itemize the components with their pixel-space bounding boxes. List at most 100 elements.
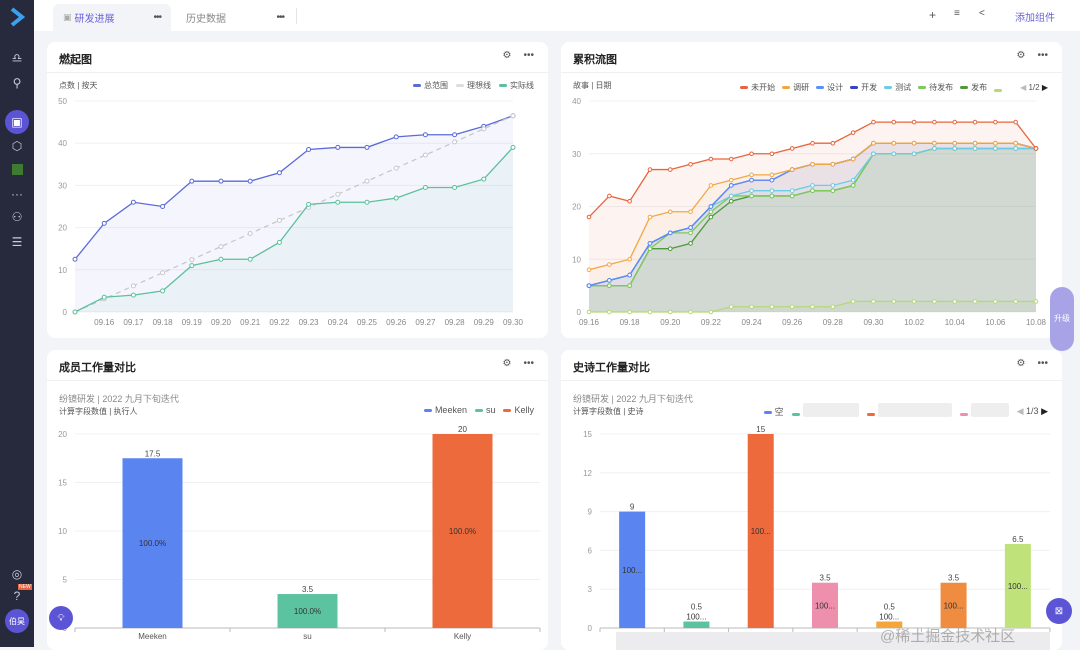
data-point — [932, 299, 937, 304]
data-point — [422, 152, 428, 158]
data-point — [452, 139, 458, 145]
data-point — [586, 309, 592, 315]
logo-icon[interactable] — [5, 6, 29, 28]
legend-item[interactable]: 空 — [763, 405, 784, 418]
settings-icon[interactable]: ⚙ — [1016, 50, 1026, 61]
more-icon[interactable]: ••• — [1037, 50, 1048, 61]
y-tick-label: 15 — [58, 479, 67, 488]
upgrade-button[interactable]: 升级 — [1050, 287, 1074, 351]
dashboard-icon[interactable]: ▣ — [5, 110, 29, 134]
data-point — [688, 209, 693, 215]
legend-item[interactable]: Kelly — [503, 405, 534, 415]
user-icon[interactable]: ◎ — [11, 567, 23, 581]
legend-item[interactable]: 待发布 — [918, 82, 953, 93]
data-point — [160, 270, 166, 276]
legend-item[interactable] — [994, 79, 1013, 95]
team-icon[interactable]: ⚇ — [11, 210, 23, 224]
add-component-button[interactable]: 添加组件 — [1015, 13, 1055, 24]
tab-more-icon[interactable]: ••• — [276, 12, 284, 23]
divider — [47, 380, 548, 381]
bell-icon[interactable]: ♎︎ — [11, 51, 23, 65]
x-tick-label: 09.29 — [474, 318, 495, 327]
legend-item[interactable]: 调研 — [782, 82, 809, 93]
bar-3 — [812, 582, 838, 628]
avatar[interactable]: 伯昊 — [5, 609, 29, 633]
data-point — [218, 244, 224, 250]
layers-icon[interactable]: ☰ — [11, 235, 23, 249]
tab-more-icon[interactable]: ••• — [153, 12, 161, 23]
legend-item[interactable]: 未开始 — [740, 82, 775, 93]
data-point — [364, 178, 370, 184]
legend-item[interactable]: 总范围 — [413, 80, 448, 91]
legend-swatch — [413, 84, 421, 88]
legend-item[interactable]: su — [474, 405, 495, 415]
more-icon[interactable]: ··· — [11, 187, 23, 201]
data-point — [393, 165, 399, 171]
legend-pager[interactable]: ◀ 1/2 ▶ — [1020, 82, 1048, 92]
share-icon[interactable]: < — [979, 8, 985, 19]
data-point — [101, 220, 107, 226]
legend-swatch — [816, 85, 825, 89]
legend-label: 未开始 — [751, 82, 776, 92]
legend-item[interactable] — [959, 403, 1009, 419]
settings-icon[interactable]: ⚙ — [502, 50, 512, 61]
cube-icon[interactable]: ⬡ — [11, 139, 23, 153]
data-point — [769, 172, 775, 178]
member-workload-card: 0510152017.5100.0%Meeken3.5100.0%su20100… — [47, 350, 548, 650]
collapse-button[interactable]: ⊠ — [1046, 598, 1072, 624]
legend-item[interactable]: 发布 — [960, 82, 987, 93]
data-point — [130, 283, 136, 289]
lightbulb-icon[interactable]: 💡︎ — [49, 606, 73, 630]
y-tick-label: 10 — [572, 255, 581, 264]
search-icon[interactable]: ⚲ — [12, 76, 22, 90]
data-point — [306, 201, 312, 207]
legend-item[interactable]: 实际线 — [499, 80, 534, 91]
tab-dev-progress[interactable]: ▣ 研发进展 ••• — [53, 4, 171, 31]
settings-icon[interactable]: ⚙ — [1016, 358, 1026, 369]
data-point — [607, 193, 612, 199]
help-icon[interactable]: ? — [13, 589, 21, 603]
data-point — [769, 193, 775, 199]
legend-swatch — [782, 85, 791, 89]
legend-label: 待发布 — [929, 82, 954, 92]
legend-item[interactable]: 测试 — [884, 82, 911, 93]
tab-history[interactable]: 历史数据 ••• — [176, 4, 294, 31]
legend-pager[interactable]: ◀ 1/3 ▶ — [1016, 405, 1048, 416]
more-icon[interactable]: ••• — [1037, 358, 1048, 369]
x-tick-label: 09.20 — [211, 318, 232, 327]
bar-value-label: 17.5 — [145, 449, 161, 458]
x-tick-label: 09.28 — [823, 318, 844, 327]
legend-item[interactable]: Meeken — [423, 405, 467, 415]
bar-1 — [683, 621, 710, 628]
data-point — [1013, 119, 1018, 125]
add-icon[interactable]: + — [929, 8, 937, 22]
data-point — [850, 156, 856, 162]
x-tick-label: 10.02 — [904, 318, 925, 327]
legend-swatch — [918, 85, 927, 89]
legend-item[interactable] — [791, 403, 859, 419]
y-tick-label: 0 — [588, 624, 593, 633]
epic-workload-card: 0 3 6 9 12 15 9 100... 0.5 100... 15 100... 3.5 100..… — [561, 350, 1062, 650]
app-icon[interactable] — [5, 157, 29, 181]
legend-swatch — [740, 85, 749, 89]
filter-icon[interactable]: ≡ — [954, 8, 960, 19]
legend-item[interactable]: 设计 — [816, 82, 843, 93]
settings-icon[interactable]: ⚙ — [502, 358, 512, 369]
more-icon[interactable]: ••• — [523, 358, 534, 369]
chart-legend: 总范围 理想线 实际线 — [413, 80, 534, 91]
legend-item[interactable]: 开发 — [850, 82, 877, 93]
bar-Meeken — [122, 458, 183, 628]
more-icon[interactable]: ••• — [523, 50, 534, 61]
data-point — [1013, 146, 1018, 151]
x-tick-label: 09.25 — [357, 318, 378, 327]
redacted-x-labels — [616, 632, 1050, 650]
x-tick-label: 10.04 — [945, 318, 966, 327]
data-point — [607, 262, 612, 267]
x-tick-label: 09.27 — [415, 318, 436, 327]
chart-context: 纷镜研发 | 2022 九月下旬迭代 — [59, 394, 179, 404]
x-tick-label: 09.30 — [503, 318, 524, 327]
data-point — [708, 214, 714, 220]
legend-item[interactable] — [866, 403, 952, 419]
top-bar: ▣ 研发进展 ••• 历史数据 ••• + ≡ < 添加组件 — [34, 0, 1080, 31]
legend-item[interactable]: 理想线 — [456, 80, 491, 91]
